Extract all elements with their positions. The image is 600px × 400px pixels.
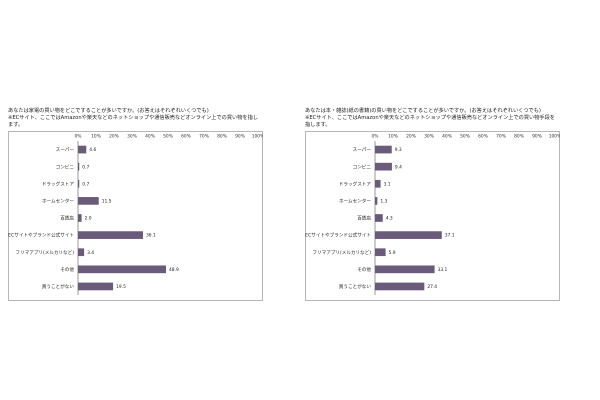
bar	[375, 282, 425, 291]
data-label: 9.3	[395, 147, 402, 153]
x-tick-label: 20%	[109, 134, 119, 140]
chart-frame	[305, 131, 560, 301]
category-label: ホームセンター	[42, 197, 74, 204]
bar	[375, 231, 442, 239]
x-tick-label: 0%	[75, 134, 82, 140]
x-tick-label: 50%	[163, 134, 173, 140]
chart-frame	[8, 131, 263, 301]
x-tick-label: 90%	[532, 134, 542, 140]
x-tick-label: 10%	[388, 134, 398, 140]
data-label: 3.4	[87, 250, 94, 256]
x-tick-label: 50%	[460, 134, 470, 140]
bar	[78, 197, 99, 205]
category-label: コンビニ	[56, 163, 75, 170]
x-tick-label: 100%	[549, 134, 560, 140]
data-label: 37.1	[445, 233, 455, 239]
chart-panel-books: あなたは本・雑誌(紙の書籍)の買い物をどこですることが多いですか。(お答えはそれ…	[305, 108, 560, 301]
category-label: スーパー	[56, 147, 75, 153]
category-label: 買うことがない	[339, 283, 372, 290]
data-label: 1.3	[380, 198, 387, 204]
category-label: スーパー	[353, 147, 372, 153]
bar	[375, 265, 435, 274]
data-label: 3.1	[384, 181, 391, 187]
bar	[375, 162, 392, 171]
data-label: 0.7	[82, 181, 89, 187]
chart-panel-appliances: あなたは家電の買い物をどこですることが多いですか。(お答えはそれぞれいくつでも)…	[8, 108, 263, 301]
category-label: ECサイトやブランド公式サイト	[8, 232, 74, 239]
x-tick-label: 30%	[424, 134, 434, 140]
category-label: フリマアプリ(メルカリなど)	[15, 249, 74, 256]
x-tick-label: 20%	[406, 134, 416, 140]
x-tick-label: 100%	[252, 134, 263, 140]
category-label: フリマアプリ(メルカリなど)	[312, 249, 371, 256]
bar	[78, 179, 80, 188]
x-tick-label: 10%	[91, 134, 101, 140]
data-label: 5.9	[389, 250, 396, 256]
data-label: 4.6	[89, 147, 96, 153]
category-label: コンビニ	[353, 163, 372, 170]
x-tick-label: 0%	[372, 134, 379, 140]
bar	[78, 282, 114, 291]
category-label: 百貨店	[357, 215, 371, 222]
x-tick-label: 60%	[478, 134, 488, 140]
bar	[78, 145, 87, 154]
x-tick-label: 80%	[217, 134, 227, 140]
x-tick-label: 40%	[145, 134, 155, 140]
category-label: その他	[357, 266, 371, 273]
bar	[78, 248, 85, 257]
x-tick-label: 90%	[235, 134, 245, 140]
data-label: 0.7	[82, 164, 89, 170]
x-tick-label: 60%	[181, 134, 191, 140]
bar	[78, 265, 167, 274]
data-label: 2.0	[85, 216, 92, 222]
bar	[78, 162, 80, 171]
category-label: ドラッグストア	[339, 180, 372, 187]
category-label: ECサイトやブランド公式サイト	[305, 232, 371, 239]
x-tick-label: 70%	[199, 134, 209, 140]
bar-chart-appliances: 0% 10% 20% 30% 40% 50% 60% 70% 80% 90% 100% スーパー 4.6…	[8, 131, 263, 301]
category-label: 百貨店	[60, 215, 74, 222]
data-label: 4.3	[386, 216, 393, 222]
chart-title: あなたは家電の買い物をどこですることが多いですか。(お答えはそれぞれいくつでも)…	[8, 108, 258, 128]
bar	[375, 179, 381, 188]
bar	[375, 145, 392, 154]
category-label: その他	[60, 266, 74, 273]
data-label: 27.4	[427, 284, 437, 290]
x-tick-label: 80%	[514, 134, 524, 140]
bar	[375, 214, 383, 222]
category-label: ホームセンター	[339, 197, 371, 204]
chart-title: あなたは本・雑誌(紙の書籍)の買い物をどこですることが多いですか。(お答えはそれ…	[305, 108, 555, 128]
bar	[375, 197, 378, 205]
data-label: 36.1	[146, 233, 156, 239]
bar	[78, 231, 143, 239]
category-label: ドラッグストア	[42, 180, 75, 187]
x-tick-label: 70%	[496, 134, 506, 140]
data-label: 19.5	[116, 284, 126, 290]
data-label: 48.9	[169, 267, 179, 273]
x-tick-label: 30%	[127, 134, 137, 140]
bar	[78, 214, 82, 222]
category-label: 買うことがない	[42, 283, 75, 290]
data-label: 33.1	[438, 267, 448, 273]
data-label: 11.5	[102, 198, 112, 204]
bar-chart-books: 0% 10% 20% 30% 40% 50% 60% 70% 80% 90% 100% スーパー 9.3…	[305, 131, 560, 301]
x-tick-label: 40%	[442, 134, 452, 140]
data-label: 9.4	[395, 164, 402, 170]
bar	[375, 248, 386, 257]
